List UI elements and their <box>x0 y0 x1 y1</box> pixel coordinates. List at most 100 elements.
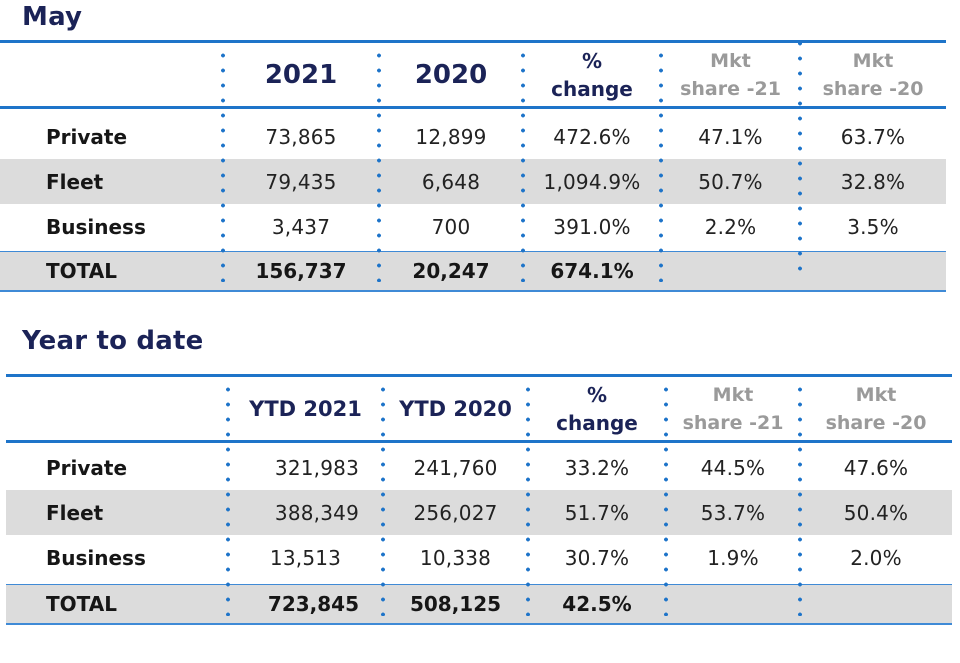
cell-ytd-2021: 723,845 <box>228 585 383 623</box>
header-mkt-share-20: Mkt share -20 <box>800 377 952 441</box>
cell-ytd-2020: 10,338 <box>419 545 492 570</box>
cell-mkt20: 32.8% <box>840 169 906 194</box>
cell-ytd-2020: 256,027 <box>413 500 498 525</box>
header-pct-line2: change <box>551 77 633 101</box>
row-label: Private <box>46 124 128 149</box>
header-mkt21-line1: Mkt <box>712 384 754 406</box>
header-mkt-share-21: Mkt share -21 <box>661 43 800 107</box>
cell-mkt20: 47.6% <box>843 455 909 480</box>
header-mkt20-line1: Mkt <box>855 384 897 406</box>
row-label: TOTAL <box>46 592 117 616</box>
table-row-business: Business 3,437 700 391.0% 2.2% 3.5% <box>0 204 946 249</box>
total-top-rule <box>6 584 952 586</box>
table-top-rule <box>0 40 946 43</box>
header-pct-line1: % <box>586 383 608 407</box>
cell-change: 1,094.9% <box>543 169 641 194</box>
cell-ytd-2021: 388,349 <box>228 490 383 535</box>
total-bottom-rule <box>0 290 946 292</box>
cell-change: 674.1% <box>550 259 634 283</box>
header-mkt20-line1: Mkt <box>852 50 894 72</box>
cell-mkt21 <box>666 585 800 623</box>
cell-2020: 12,899 <box>415 124 487 149</box>
cell-mkt21: 53.7% <box>700 500 766 525</box>
header-pct-line2: change <box>556 411 638 435</box>
cell-mkt21: 2.2% <box>704 214 757 239</box>
cell-mkt20 <box>800 585 952 623</box>
cell-2021: 3,437 <box>271 214 331 239</box>
total-top-rule <box>0 251 946 253</box>
cell-mkt20: 3.5% <box>847 214 899 239</box>
cell-change: 472.6% <box>553 124 631 149</box>
value: 388,349 <box>274 500 359 525</box>
column-divider <box>526 382 530 616</box>
header-mkt21-line1: Mkt <box>710 50 751 72</box>
cell-2020: 700 <box>431 214 471 239</box>
ytd-table: YTD 2021 YTD 2020 % change Mkt share -21… <box>6 374 952 626</box>
cell-mkt21: 50.7% <box>698 169 763 194</box>
table-row-private: Private 73,865 12,899 472.6% 47.1% 63.7% <box>0 114 946 159</box>
cell-2021: 156,737 <box>255 259 347 283</box>
header-pct-line1: % <box>581 49 603 73</box>
row-label: Private <box>46 455 128 480</box>
header-mkt20-line2: share -20 <box>825 412 927 434</box>
may-section-title: May <box>22 2 83 32</box>
table-row-private: Private 321,983 241,760 33.2% 44.5% 47.6… <box>6 445 952 490</box>
column-divider <box>521 48 525 282</box>
header-mkt21-line2: share -21 <box>680 78 781 100</box>
cell-mkt21: 1.9% <box>707 545 759 570</box>
may-table: 2021 2020 % change Mkt share -21 Mkt sha… <box>0 36 946 292</box>
value: 321,983 <box>274 455 359 480</box>
header-mkt21-line2: share -21 <box>682 412 784 434</box>
header-2020: 2020 <box>414 60 488 90</box>
cell-2021: 73,865 <box>265 124 337 149</box>
cell-2020: 6,648 <box>421 169 481 194</box>
cell-2021: 79,435 <box>265 169 337 194</box>
cell-ytd-2020: 241,760 <box>413 455 498 480</box>
header-ytd-2020: YTD 2020 <box>399 397 512 421</box>
cell-mkt21 <box>661 252 800 290</box>
column-divider <box>659 48 663 282</box>
cell-mkt21: 44.5% <box>700 455 766 480</box>
row-label: Fleet <box>46 500 104 525</box>
row-label: TOTAL <box>46 259 117 283</box>
table-row-total: TOTAL 723,845 508,125 42.5% <box>6 585 952 623</box>
column-divider <box>798 382 802 616</box>
cell-change: 33.2% <box>564 455 630 480</box>
cell-mkt20: 63.7% <box>840 124 906 149</box>
cell-mkt20: 50.4% <box>843 500 909 525</box>
table-row-fleet: Fleet 388,349 256,027 51.7% 53.7% 50.4% <box>6 490 952 535</box>
row-label: Fleet <box>46 169 104 194</box>
header-mkt-share-21: Mkt share -21 <box>666 377 800 441</box>
table-row-business: Business 13,513 10,338 30.7% 1.9% 2.0% <box>6 535 952 580</box>
cell-change: 30.7% <box>564 545 630 570</box>
column-divider <box>664 382 668 616</box>
column-divider <box>381 382 385 616</box>
column-divider <box>377 48 381 282</box>
column-divider <box>798 36 802 272</box>
cell-ytd-2021: 321,983 <box>228 445 383 490</box>
cell-mkt21: 47.1% <box>698 124 763 149</box>
cell-mkt20: 2.0% <box>850 545 902 570</box>
header-bottom-rule <box>6 440 952 443</box>
header-bottom-rule <box>0 106 946 109</box>
cell-ytd-2021: 13,513 <box>269 545 342 570</box>
header-2021: 2021 <box>264 60 338 90</box>
table-top-rule <box>6 374 952 377</box>
row-label: Business <box>46 214 146 239</box>
cell-change: 51.7% <box>564 500 630 525</box>
cell-mkt20 <box>800 252 946 290</box>
header-pct-change: % change <box>528 377 666 441</box>
cell-2020: 20,247 <box>412 259 490 283</box>
row-label: Business <box>46 545 146 570</box>
header-mkt20-line2: share -20 <box>822 78 924 100</box>
ytd-section-title: Year to date <box>22 326 204 356</box>
value: 723,845 <box>267 592 359 616</box>
header-pct-change: % change <box>523 43 661 107</box>
table-row-total: TOTAL 156,737 20,247 674.1% <box>0 252 946 290</box>
column-divider <box>226 382 230 616</box>
cell-change: 391.0% <box>553 214 631 239</box>
table-row-fleet: Fleet 79,435 6,648 1,094.9% 50.7% 32.8% <box>0 159 946 204</box>
column-divider <box>221 48 225 282</box>
total-bottom-rule <box>6 623 952 625</box>
header-ytd-2021: YTD 2021 <box>249 397 362 421</box>
